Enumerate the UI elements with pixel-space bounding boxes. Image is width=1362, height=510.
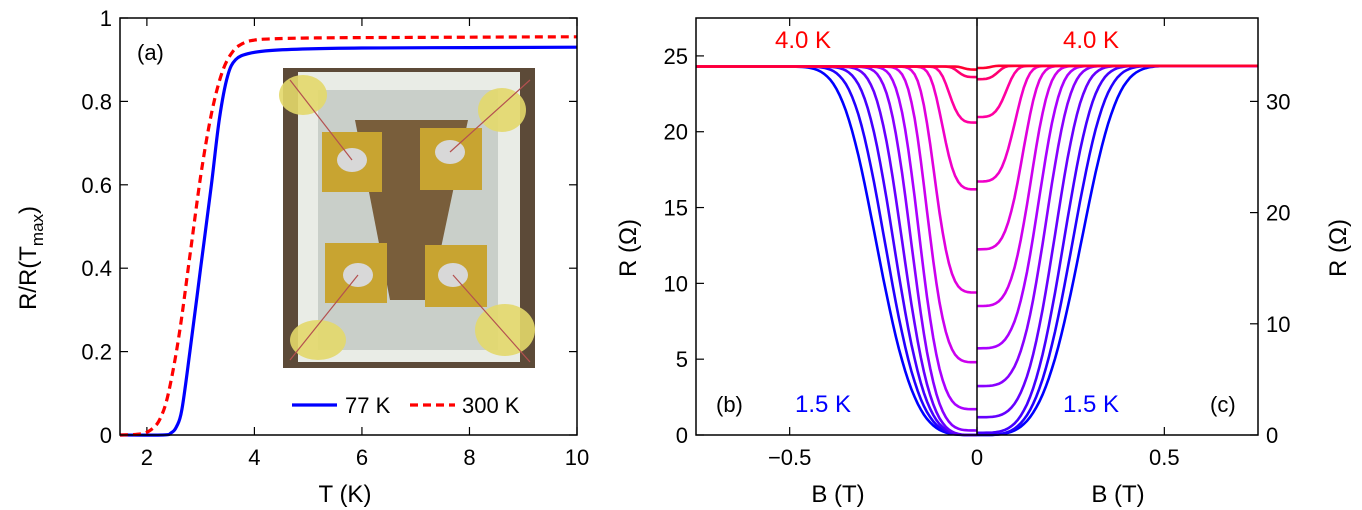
panel-c-ytick-label-0: 0 — [1266, 423, 1278, 448]
panel-a-label: (a) — [137, 40, 164, 65]
panel-a-legend: 77 K 300 K — [292, 393, 520, 418]
panel-c-label-low: 1.5 K — [1063, 391, 1119, 418]
panel-a-xtick-label-0: 2 — [141, 445, 153, 470]
photo-wire-3 — [452, 274, 531, 363]
panel-a-ytick-label-5: 1 — [100, 6, 112, 31]
photo-wire-1 — [289, 79, 353, 161]
panel-b-xlabel: B (T) — [811, 481, 864, 508]
panel-c-ytick-label-3: 30 — [1266, 89, 1290, 114]
panel-a: 2 4 6 8 10 0 0.2 0.4 0.6 0.8 1 (a) T (K) R/R(Tmax)… — [15, 6, 589, 508]
panel-b-curve-5 — [696, 65, 977, 411]
panel-c-label: (c) — [1210, 392, 1236, 417]
panel-c-curve-4 — [977, 64, 1258, 388]
panel-c-curve-8 — [977, 64, 1258, 183]
legend-label-300k: 300 K — [462, 393, 520, 418]
panel-a-xtick-label-2: 6 — [356, 445, 368, 470]
panel-bc-ticks: −0.5 0 0.5 0 5 10 15 20 25 0 10 20 30 — [664, 18, 1290, 470]
panel-c-curve-11 — [977, 64, 1258, 70]
panel-a-ylabel: R/R(Tmax) — [15, 206, 47, 310]
panel-b-ytick-label-2: 10 — [664, 271, 688, 296]
panel-b-ytick-label-1: 5 — [676, 347, 688, 372]
panel-b-curve-7 — [696, 65, 977, 294]
panel-b-label-high: 4.0 K — [775, 27, 831, 54]
panel-c-curve-7 — [977, 64, 1258, 251]
panel-bc: −0.5 0 0.5 0 5 10 15 20 25 0 10 20 30 4.0 K 4.0 K 1.… — [615, 17, 1352, 508]
panel-a-ytick-label-0: 0 — [100, 423, 112, 448]
panel-b-label: (b) — [716, 392, 743, 417]
panel-b-curve-0 — [696, 65, 977, 437]
panel-b-ytick-label-4: 20 — [664, 120, 688, 145]
photo-glue-2 — [478, 88, 526, 132]
panel-a-ytick-label-3: 0.6 — [81, 173, 112, 198]
panel-a-ticks: 2 4 6 8 10 0 0.2 0.4 0.6 0.8 1 — [81, 6, 589, 470]
panel-b-ytick-label-0: 0 — [676, 423, 688, 448]
legend-label-77k: 77 K — [345, 393, 391, 418]
photo-wire-4 — [289, 274, 359, 361]
panel-c-xtick-label-1: 0.5 — [1149, 445, 1180, 470]
panel-b-curve-3 — [696, 65, 977, 437]
photo-glue-1 — [279, 75, 327, 115]
panel-c-label-high: 4.0 K — [1063, 27, 1119, 54]
photo-glue-3 — [475, 304, 535, 356]
panel-a-xtick-label-1: 4 — [248, 445, 260, 470]
panel-a-xtick-label-3: 8 — [463, 445, 475, 470]
photo-wire-2 — [449, 79, 531, 153]
panel-b-curve-6 — [696, 65, 977, 364]
panel-b-xtick-label-0: −0.5 — [768, 445, 811, 470]
panel-bc-curves — [696, 64, 1258, 437]
panel-b-curve-11 — [696, 65, 977, 71]
panel-c-ylabel: R (Ω) — [1325, 219, 1352, 277]
panel-c-ytick-label-2: 20 — [1266, 201, 1290, 226]
panel-b-ylabel: R (Ω) — [615, 219, 642, 277]
panel-b-xtick-label-1: 0 — [971, 445, 983, 470]
panel-b-ytick-label-5: 25 — [664, 44, 688, 69]
panel-a-xtick-label-4: 10 — [565, 445, 589, 470]
panel-b-ytick-label-3: 15 — [664, 196, 688, 221]
panel-b-label-low: 1.5 K — [795, 391, 851, 418]
panel-c-ytick-label-1: 10 — [1266, 312, 1290, 337]
panel-a-xlabel: T (K) — [319, 481, 372, 508]
photo-glue-4 — [290, 320, 346, 360]
panel-a-frame — [119, 17, 578, 436]
panel-b-curve-2 — [696, 65, 977, 437]
panel-a-curves — [119, 35, 578, 437]
panel-a-ytick-label-2: 0.4 — [81, 256, 112, 281]
sample-photo-inset — [279, 68, 535, 368]
panel-b-curve-4 — [696, 65, 978, 432]
panel-c-xlabel: B (T) — [1091, 481, 1144, 508]
panel-a-ytick-label-1: 0.2 — [81, 340, 112, 365]
panel-b-curve-1 — [696, 65, 977, 437]
panel-a-ytick-label-4: 0.8 — [81, 89, 112, 114]
panel-a-series-300k — [119, 35, 578, 437]
panel-a-series-77k — [119, 45, 578, 437]
